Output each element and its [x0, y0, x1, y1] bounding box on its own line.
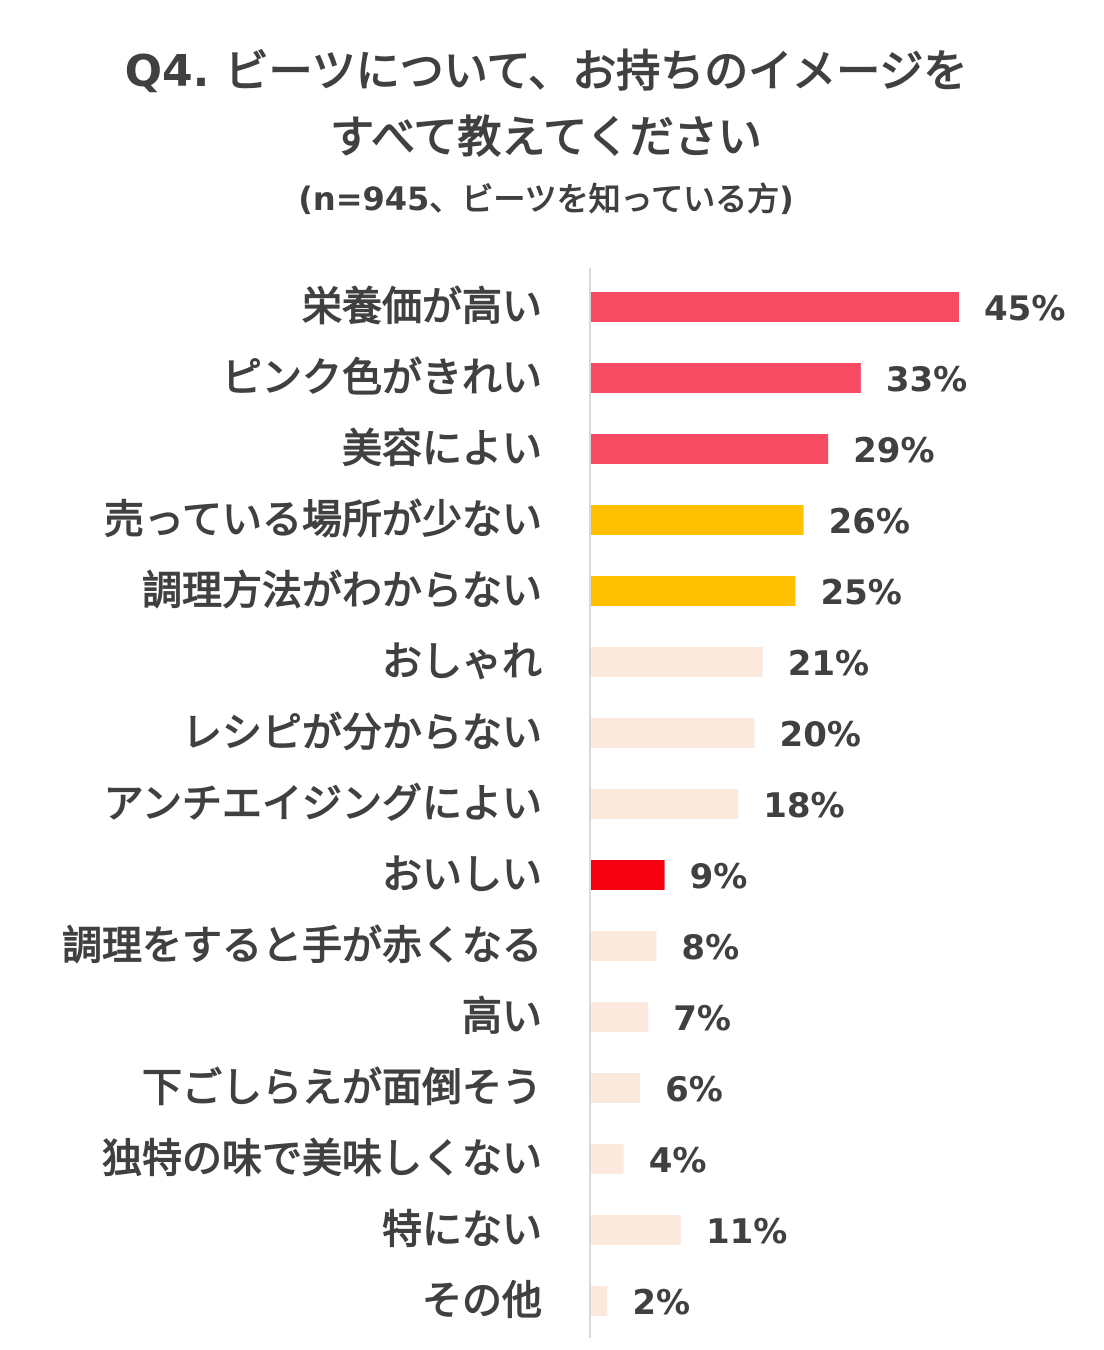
- value-label: 6%: [665, 1070, 723, 1110]
- category-label: おいしい: [382, 852, 542, 898]
- value-label: 45%: [984, 289, 1065, 329]
- category-label: 下ごしらえが面倒そう: [142, 1065, 542, 1111]
- value-label: 8%: [681, 928, 739, 968]
- value-label: 21%: [788, 644, 869, 684]
- bar: [591, 789, 739, 819]
- bar: [591, 1286, 608, 1316]
- value-label: 25%: [820, 573, 901, 613]
- bar: [591, 718, 755, 748]
- bar: [591, 931, 657, 961]
- category-label: 売っている場所が少ない: [104, 497, 542, 543]
- category-label: おしゃれ: [382, 639, 542, 685]
- category-label: 高い: [462, 994, 542, 1040]
- category-label: 特にない: [382, 1207, 542, 1253]
- value-label: 26%: [829, 502, 910, 542]
- bar: [591, 1215, 681, 1245]
- category-label: レシピが分からない: [182, 710, 542, 756]
- chart-subtitle: (n=945、ビーツを知っている方): [298, 180, 793, 218]
- chart-title-line-1: Q4. ビーツについて、お持ちのイメージを: [125, 46, 968, 97]
- bar: [591, 363, 861, 393]
- category-label: その他: [422, 1278, 542, 1324]
- value-label: 29%: [853, 431, 934, 471]
- value-label: 9%: [690, 857, 748, 897]
- value-label: 4%: [649, 1141, 707, 1181]
- category-label: 調理をすると手が赤くなる: [62, 923, 542, 969]
- bar: [591, 505, 804, 535]
- bar: [591, 1002, 649, 1032]
- value-label: 7%: [673, 999, 731, 1039]
- value-label: 20%: [780, 715, 861, 755]
- category-label: アンチエイジングによい: [104, 781, 542, 827]
- bar: [591, 860, 665, 890]
- bar: [591, 647, 763, 677]
- category-label: 美容によい: [342, 426, 542, 472]
- category-label: 栄養価が高い: [302, 284, 542, 330]
- value-label: 33%: [886, 360, 967, 400]
- bar: [591, 292, 959, 322]
- chart-title-line-2: すべて教えてください: [330, 112, 762, 163]
- category-label: ピンク色がきれい: [222, 355, 542, 401]
- bar: [591, 434, 829, 464]
- bar: [591, 1073, 641, 1103]
- category-label: 調理方法がわからない: [142, 568, 542, 614]
- bar: [591, 576, 796, 606]
- bars-layer: 栄養価が高い 45% ピンク色がきれい 33% 美容によい 29% 売っている場所が少ない 2…: [62, 268, 1065, 1338]
- value-label: 2%: [632, 1283, 690, 1323]
- category-label: 独特の味で美味しくない: [102, 1136, 542, 1182]
- bar: [591, 1144, 624, 1174]
- value-label: 11%: [706, 1212, 787, 1252]
- value-label: 18%: [763, 786, 844, 826]
